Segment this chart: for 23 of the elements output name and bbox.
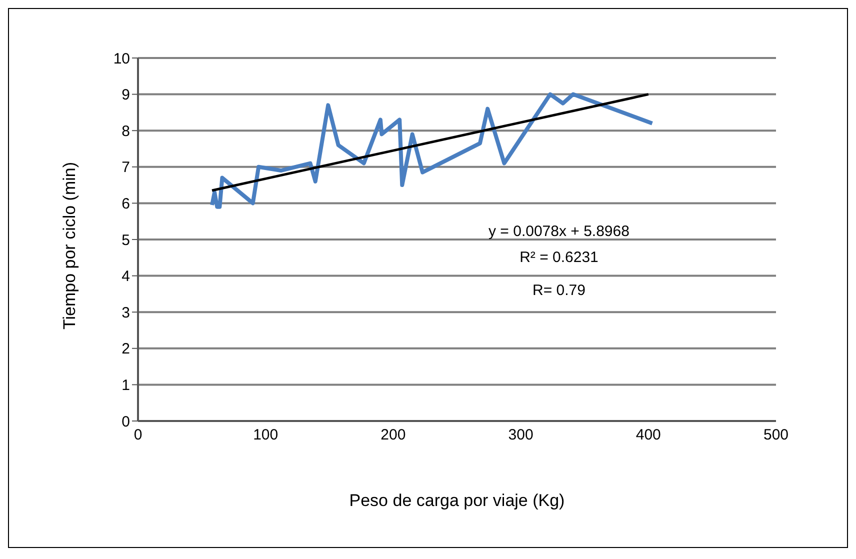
annotation: R= 0.79 xyxy=(532,282,586,299)
y-tick-label: 0 xyxy=(122,413,130,430)
y-tick-label: 6 xyxy=(122,196,130,213)
y-tick-label: 4 xyxy=(122,268,130,286)
y-tick-label: 10 xyxy=(113,50,130,68)
annotation: R² = 0.6231 xyxy=(518,248,600,266)
x-axis-title: Peso de carga por viaje (Kg) xyxy=(349,491,565,510)
x-tick-label: 0 xyxy=(134,426,142,444)
x-tick-label: 500 xyxy=(763,426,789,444)
y-tick-label: 7 xyxy=(122,159,130,176)
x-tick-label: 400 xyxy=(636,426,661,444)
x-tick-label: 200 xyxy=(380,426,406,444)
line-series xyxy=(210,92,654,209)
y-tick-label: 5 xyxy=(122,232,130,249)
x-tick-label: 100 xyxy=(253,426,278,444)
y-tick-label: 3 xyxy=(122,304,130,322)
y-tick-label: 9 xyxy=(122,86,130,104)
x-tick-label: 300 xyxy=(508,426,534,444)
y-tick-label: 1 xyxy=(122,377,130,394)
y-tick-label: 8 xyxy=(122,122,130,140)
y-axis-title: Tiempo por ciclo (min) xyxy=(60,162,80,330)
y-tick-label: 2 xyxy=(122,340,130,358)
annotation: y = 0.0078x + 5.8968 xyxy=(488,223,630,240)
